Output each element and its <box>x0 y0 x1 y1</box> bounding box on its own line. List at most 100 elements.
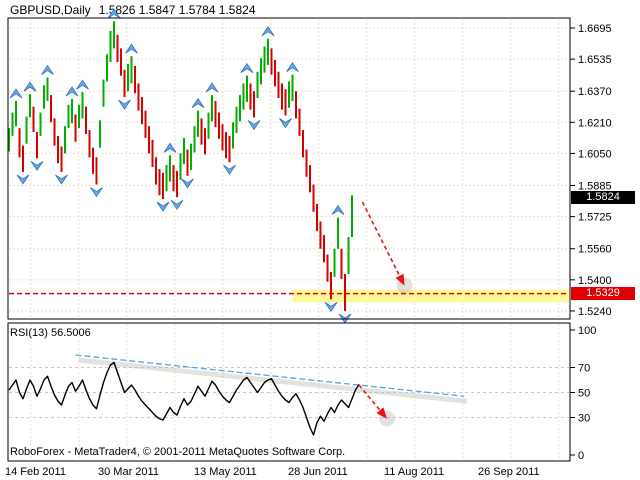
price-bar <box>337 217 339 249</box>
price-bar <box>193 126 196 153</box>
price-bar <box>148 126 150 154</box>
price-bar <box>127 63 129 92</box>
date-label: 11 Aug 2011 <box>384 466 444 478</box>
price-bar <box>197 110 199 137</box>
price-axis-label: 1.6370 <box>578 86 612 98</box>
fractal-up-icon <box>23 81 37 92</box>
price-bar <box>46 77 49 101</box>
price-bar <box>347 237 350 274</box>
price-bar <box>204 128 206 155</box>
price-bar <box>18 128 21 158</box>
price-bar <box>235 106 238 134</box>
fractal-up-icon <box>163 142 177 153</box>
fractal-down-icon <box>16 174 30 185</box>
price-bar <box>340 248 343 279</box>
price-bar <box>186 149 189 176</box>
price-bar <box>113 21 115 49</box>
rsi-trendline[interactable] <box>75 354 465 397</box>
price-bar <box>74 114 77 142</box>
price-bar <box>305 149 308 177</box>
price-bar <box>11 112 14 136</box>
price-bar <box>200 118 203 145</box>
fractal-up-icon <box>205 82 219 93</box>
chart-title: GBPUSD,Daily 1.5826 1.5847 1.5784 1.5824 <box>10 3 256 17</box>
price-axis-label: 1.5560 <box>578 244 612 256</box>
price-bar <box>141 97 143 125</box>
price-bar <box>88 130 91 158</box>
price-bar <box>256 71 259 99</box>
price-pane-border <box>7 17 571 320</box>
price-bar <box>15 100 17 127</box>
price-bar <box>316 203 318 232</box>
price-axis-label: 1.5885 <box>578 181 612 193</box>
price-bar <box>239 95 241 122</box>
date-label: 14 Feb 2011 <box>5 466 66 478</box>
price-bar <box>277 71 280 99</box>
price-bar <box>214 100 217 128</box>
price-bar <box>50 95 52 123</box>
fractal-down-icon <box>247 120 261 131</box>
date-label: 28 Jun 2011 <box>288 466 348 478</box>
fractal-down-icon <box>279 118 292 129</box>
price-bar <box>232 122 234 149</box>
price-bar <box>123 69 126 98</box>
rsi-pane-border <box>7 322 571 462</box>
price-bar <box>253 91 255 118</box>
price-bar <box>302 130 304 158</box>
rsi-forecast-arrow[interactable] <box>358 384 382 413</box>
rsi-line <box>8 361 360 436</box>
price-bar <box>25 116 28 144</box>
copyright-text: RoboForex - MetaTrader4, © 2001-2011 Met… <box>10 446 346 458</box>
fractal-down-icon <box>223 164 236 175</box>
price-forecast-arrow[interactable] <box>361 201 402 278</box>
price-bar <box>39 112 42 136</box>
price-bar <box>330 272 332 300</box>
price-bar <box>333 248 336 277</box>
price-bar <box>29 94 31 118</box>
date-label: 30 Mar 2011 <box>98 466 159 478</box>
fractal-up-icon <box>76 79 89 90</box>
fractal-down-icon <box>156 201 170 212</box>
fractal-up-icon <box>65 86 79 97</box>
price-bar <box>207 112 210 139</box>
price-bar <box>190 143 192 170</box>
price-bar <box>309 165 311 193</box>
price-bar <box>169 155 171 182</box>
price-bar <box>183 137 185 165</box>
price-axis-label: 1.5725 <box>578 212 612 224</box>
support-zone[interactable] <box>292 289 570 303</box>
price-bar <box>221 124 224 151</box>
price-bar <box>158 168 161 196</box>
fractal-up-icon <box>331 204 345 215</box>
rsi-axis-label: 0 <box>578 450 584 462</box>
price-axis-label: 1.5240 <box>578 306 612 318</box>
price-axis-label: 1.5400 <box>578 275 612 287</box>
price-bar <box>281 83 283 110</box>
fractal-up-icon <box>107 8 121 19</box>
fractal-up-icon <box>9 88 23 99</box>
price-axis-label: 1.6210 <box>578 117 612 129</box>
current-price-tag: 1.5824 <box>571 191 635 204</box>
rsi-forecast-arrow-head[interactable] <box>376 407 387 419</box>
price-bar <box>120 48 122 76</box>
price-forecast-arrow-head[interactable] <box>395 273 405 286</box>
fractal-up-icon <box>286 61 299 73</box>
price-bar <box>151 139 154 168</box>
price-bar <box>323 235 325 263</box>
price-bar <box>71 98 73 124</box>
fractal-up-icon <box>41 64 54 75</box>
price-bar <box>106 54 108 82</box>
price-bar <box>95 157 98 185</box>
price-bar <box>92 147 94 174</box>
price-bar <box>32 106 35 133</box>
price-bar <box>326 254 329 282</box>
price-bar <box>99 120 101 148</box>
price-bar <box>295 91 297 119</box>
price-bar <box>102 79 105 107</box>
price-bar <box>67 104 70 129</box>
price-bar <box>284 89 287 116</box>
price-bar <box>81 92 84 119</box>
price-bar <box>134 65 136 94</box>
